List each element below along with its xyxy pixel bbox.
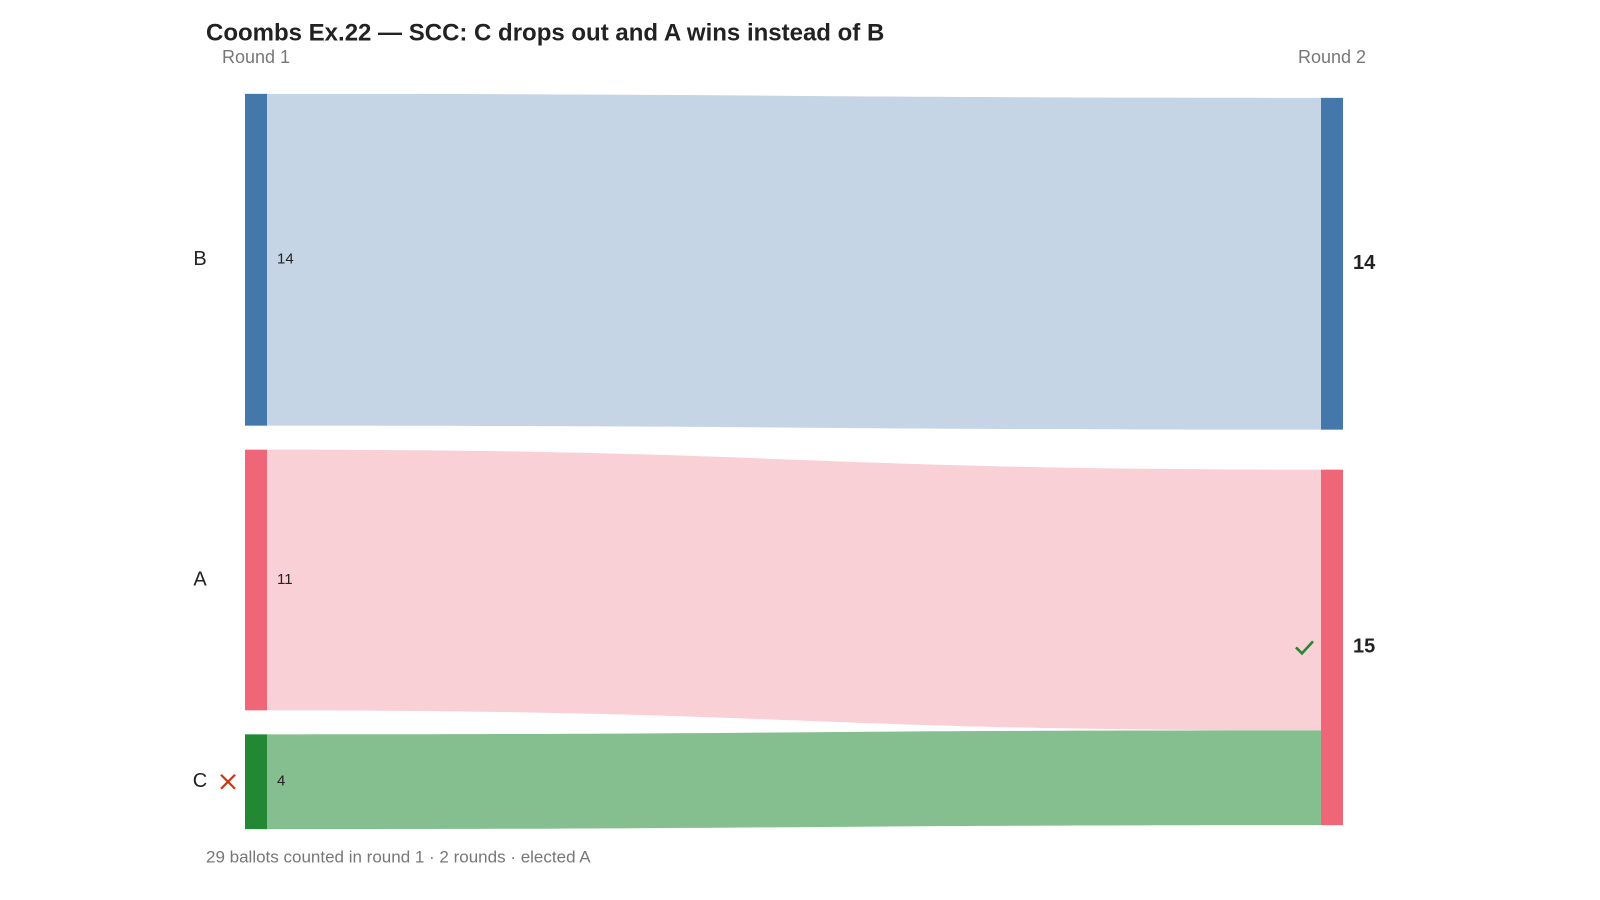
node-value: 4 [277, 773, 285, 790]
chart-title: Coombs Ex.22 — SCC: C drops out and A wi… [206, 19, 884, 46]
node-value: 11 [277, 571, 293, 588]
eliminated-mark [220, 773, 236, 790]
node-bar [245, 93, 267, 426]
flow [267, 93, 1321, 430]
elected-mark [1295, 640, 1314, 656]
node-bar [245, 734, 267, 830]
flow [267, 730, 1321, 830]
node-value: 14 [1353, 252, 1376, 274]
node-value: 15 [1353, 636, 1375, 658]
node-label: A [193, 568, 207, 590]
node-value: 14 [277, 251, 294, 268]
cross-stroke [220, 773, 236, 790]
node-label: B [193, 248, 206, 270]
node-bar [1321, 469, 1343, 826]
node-bar [1321, 97, 1343, 430]
node-bar [245, 449, 267, 711]
flows [267, 93, 1321, 830]
footer: 29 ballots counted in round 1 · 2 rounds… [206, 847, 591, 866]
flow [267, 449, 1321, 731]
round-label: Round 1 [222, 47, 290, 67]
round-label: Round 2 [1298, 47, 1366, 67]
node-label: C [193, 770, 207, 792]
